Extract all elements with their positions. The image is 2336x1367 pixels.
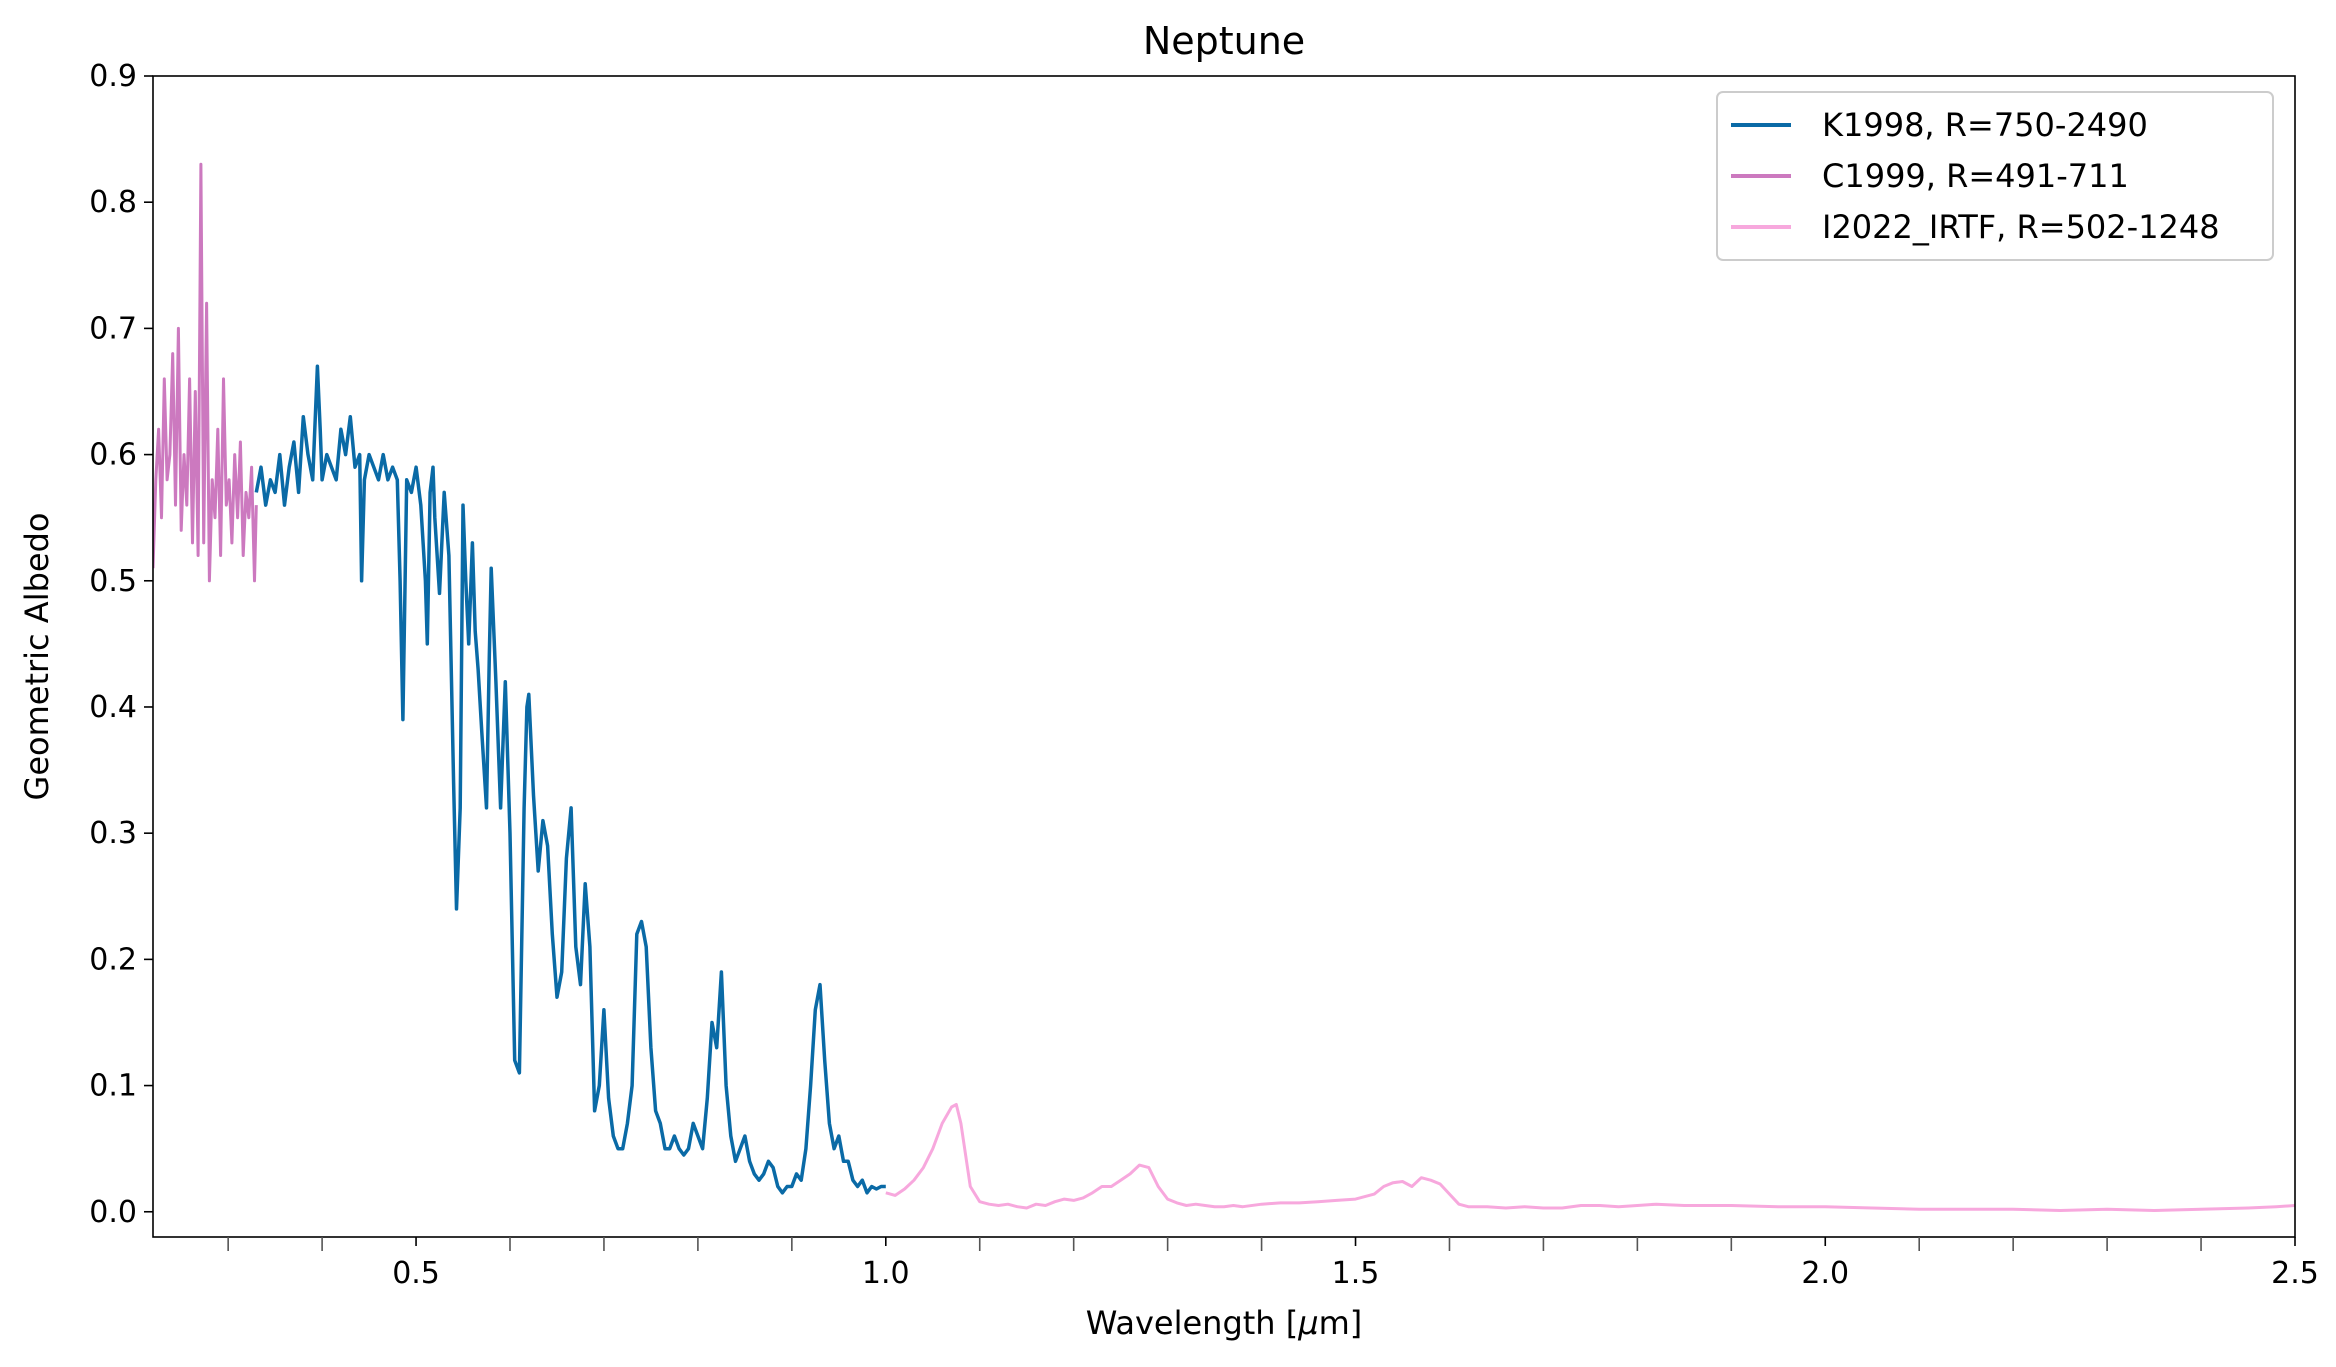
y-tick-label: 0.5 [89, 564, 137, 599]
y-tick-label: 0.1 [89, 1069, 137, 1104]
y-tick-label: 0.2 [89, 942, 137, 977]
y-tick-label: 0.8 [89, 185, 137, 220]
legend-label-3: I2022_IRTF, R=502-1248 [1822, 208, 2220, 246]
legend-label-1: K1998, R=750-2490 [1822, 106, 2148, 144]
x-axis-label-suffix: m] [1319, 1304, 1363, 1342]
axes-frame [152, 75, 2296, 1238]
x-tick-label: 2.5 [2271, 1256, 2319, 1291]
legend: K1998, R=750-2490 C1999, R=491-711 I2022_I… [1716, 91, 2274, 261]
y-tick-label: 0.3 [89, 816, 137, 851]
y-tick-label: 0.7 [89, 311, 137, 346]
chart-title: Neptune [1143, 19, 1305, 63]
series-line-1 [254, 364, 886, 1195]
y-axis-label: Geometric Albedo [18, 513, 56, 801]
x-tick-label: 0.5 [392, 1256, 440, 1291]
x-tick-label: 1.0 [862, 1256, 910, 1291]
plot-area: 0.0 0.1 0.2 0.3 0.4 0.5 0.6 0.7 0.8 0.9 0.5 1.0 1.5 2… [89, 59, 2319, 1291]
legend-box [1716, 91, 2274, 261]
series-group [153, 162, 2295, 1212]
series-line-2 [153, 162, 258, 583]
x-axis-label: Wavelength [μm] [1086, 1304, 1363, 1342]
y-tick-label: 0.4 [89, 690, 137, 725]
x-tick-label: 2.0 [1801, 1256, 1849, 1291]
y-tick-label: 0.0 [89, 1195, 137, 1230]
series-line-3 [885, 1103, 2295, 1212]
y-tick-label: 0.9 [89, 59, 137, 94]
x-axis-label-mu: μ [1297, 1304, 1318, 1342]
y-tick-label: 0.6 [89, 438, 137, 473]
x-axis-label-prefix: Wavelength [ [1086, 1304, 1298, 1342]
x-tick-label: 1.5 [1332, 1256, 1380, 1291]
legend-label-2: C1999, R=491-711 [1822, 157, 2129, 195]
